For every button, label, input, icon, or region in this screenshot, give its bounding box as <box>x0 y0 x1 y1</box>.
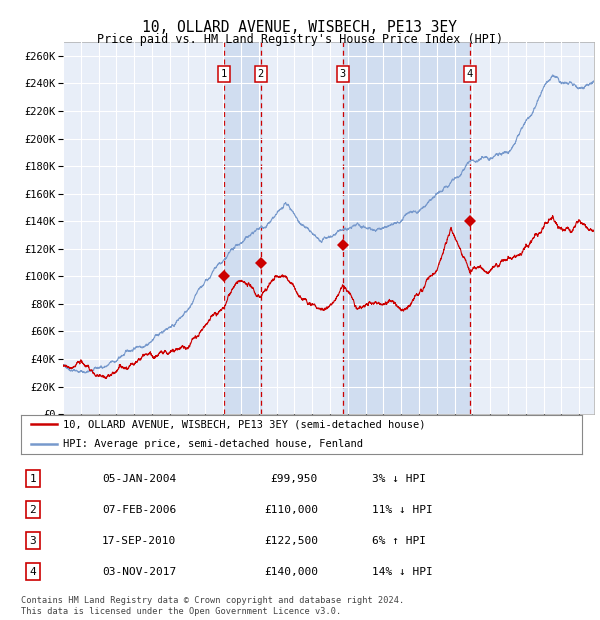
Text: HPI: Average price, semi-detached house, Fenland: HPI: Average price, semi-detached house,… <box>63 440 363 450</box>
Text: 4: 4 <box>466 69 473 79</box>
Text: Contains HM Land Registry data © Crown copyright and database right 2024.
This d: Contains HM Land Registry data © Crown c… <box>21 596 404 616</box>
Text: Price paid vs. HM Land Registry's House Price Index (HPI): Price paid vs. HM Land Registry's House … <box>97 33 503 46</box>
Text: £122,500: £122,500 <box>264 536 318 546</box>
Text: 3% ↓ HPI: 3% ↓ HPI <box>372 474 426 484</box>
Text: 3: 3 <box>340 69 346 79</box>
Text: 05-JAN-2004: 05-JAN-2004 <box>102 474 176 484</box>
Text: 03-NOV-2017: 03-NOV-2017 <box>102 567 176 577</box>
Text: 07-FEB-2006: 07-FEB-2006 <box>102 505 176 515</box>
Text: 14% ↓ HPI: 14% ↓ HPI <box>372 567 433 577</box>
Text: £140,000: £140,000 <box>264 567 318 577</box>
Text: 1: 1 <box>29 474 37 484</box>
Text: 4: 4 <box>29 567 37 577</box>
Text: 17-SEP-2010: 17-SEP-2010 <box>102 536 176 546</box>
Bar <box>343 42 470 414</box>
Bar <box>224 42 260 414</box>
Text: 2: 2 <box>257 69 264 79</box>
Text: 10, OLLARD AVENUE, WISBECH, PE13 3EY: 10, OLLARD AVENUE, WISBECH, PE13 3EY <box>143 20 458 35</box>
Text: 11% ↓ HPI: 11% ↓ HPI <box>372 505 433 515</box>
Text: 6% ↑ HPI: 6% ↑ HPI <box>372 536 426 546</box>
Text: £99,950: £99,950 <box>271 474 318 484</box>
Text: 1: 1 <box>220 69 227 79</box>
Text: 3: 3 <box>29 536 37 546</box>
Text: 10, OLLARD AVENUE, WISBECH, PE13 3EY (semi-detached house): 10, OLLARD AVENUE, WISBECH, PE13 3EY (se… <box>63 419 425 429</box>
Text: £110,000: £110,000 <box>264 505 318 515</box>
Text: 2: 2 <box>29 505 37 515</box>
